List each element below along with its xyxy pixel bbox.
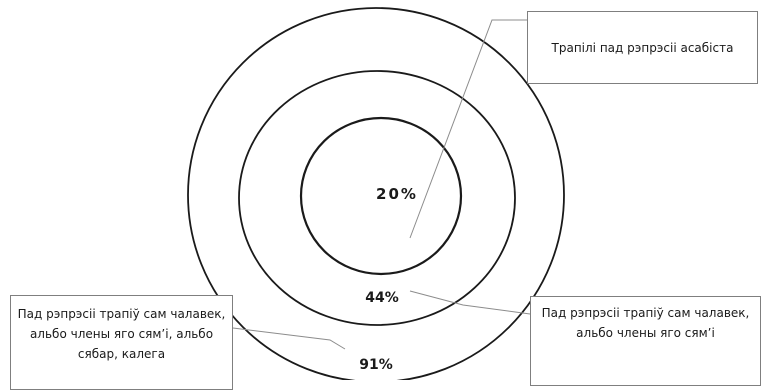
middle-percent-label: 44% [365, 290, 399, 306]
middle-ring [238, 70, 516, 326]
leader-line-bottom-left [232, 327, 346, 350]
outer-percent-label: 91% [359, 357, 393, 373]
inner-ring [299, 116, 463, 276]
outer-ring [187, 7, 565, 380]
callout-bottom-left: Пад рэпрэсіі трапіў сам чалавек, альбо ч… [10, 295, 233, 390]
callout-bottom-right-text: Пад рэпрэсіі трапіў сам чалавек, альбо ч… [541, 306, 750, 340]
leader-line-bottom-right [409, 290, 531, 315]
callout-top: Трапілі пад рэпрэсіі асабіста [527, 11, 758, 84]
callout-bottom-left-text: Пад рэпрэсіі трапіў сам чалавек, альбо ч… [17, 307, 226, 361]
callout-bottom-right: Пад рэпрэсіі трапіў сам чалавек, альбо ч… [530, 296, 761, 386]
callout-top-text: Трапілі пад рэпрэсіі асабіста [551, 40, 734, 55]
inner-percent-label: 20% [376, 185, 418, 203]
leader-line-top [409, 19, 527, 239]
concentric-circles-diagram: 20% 44% 91% [187, 7, 565, 380]
